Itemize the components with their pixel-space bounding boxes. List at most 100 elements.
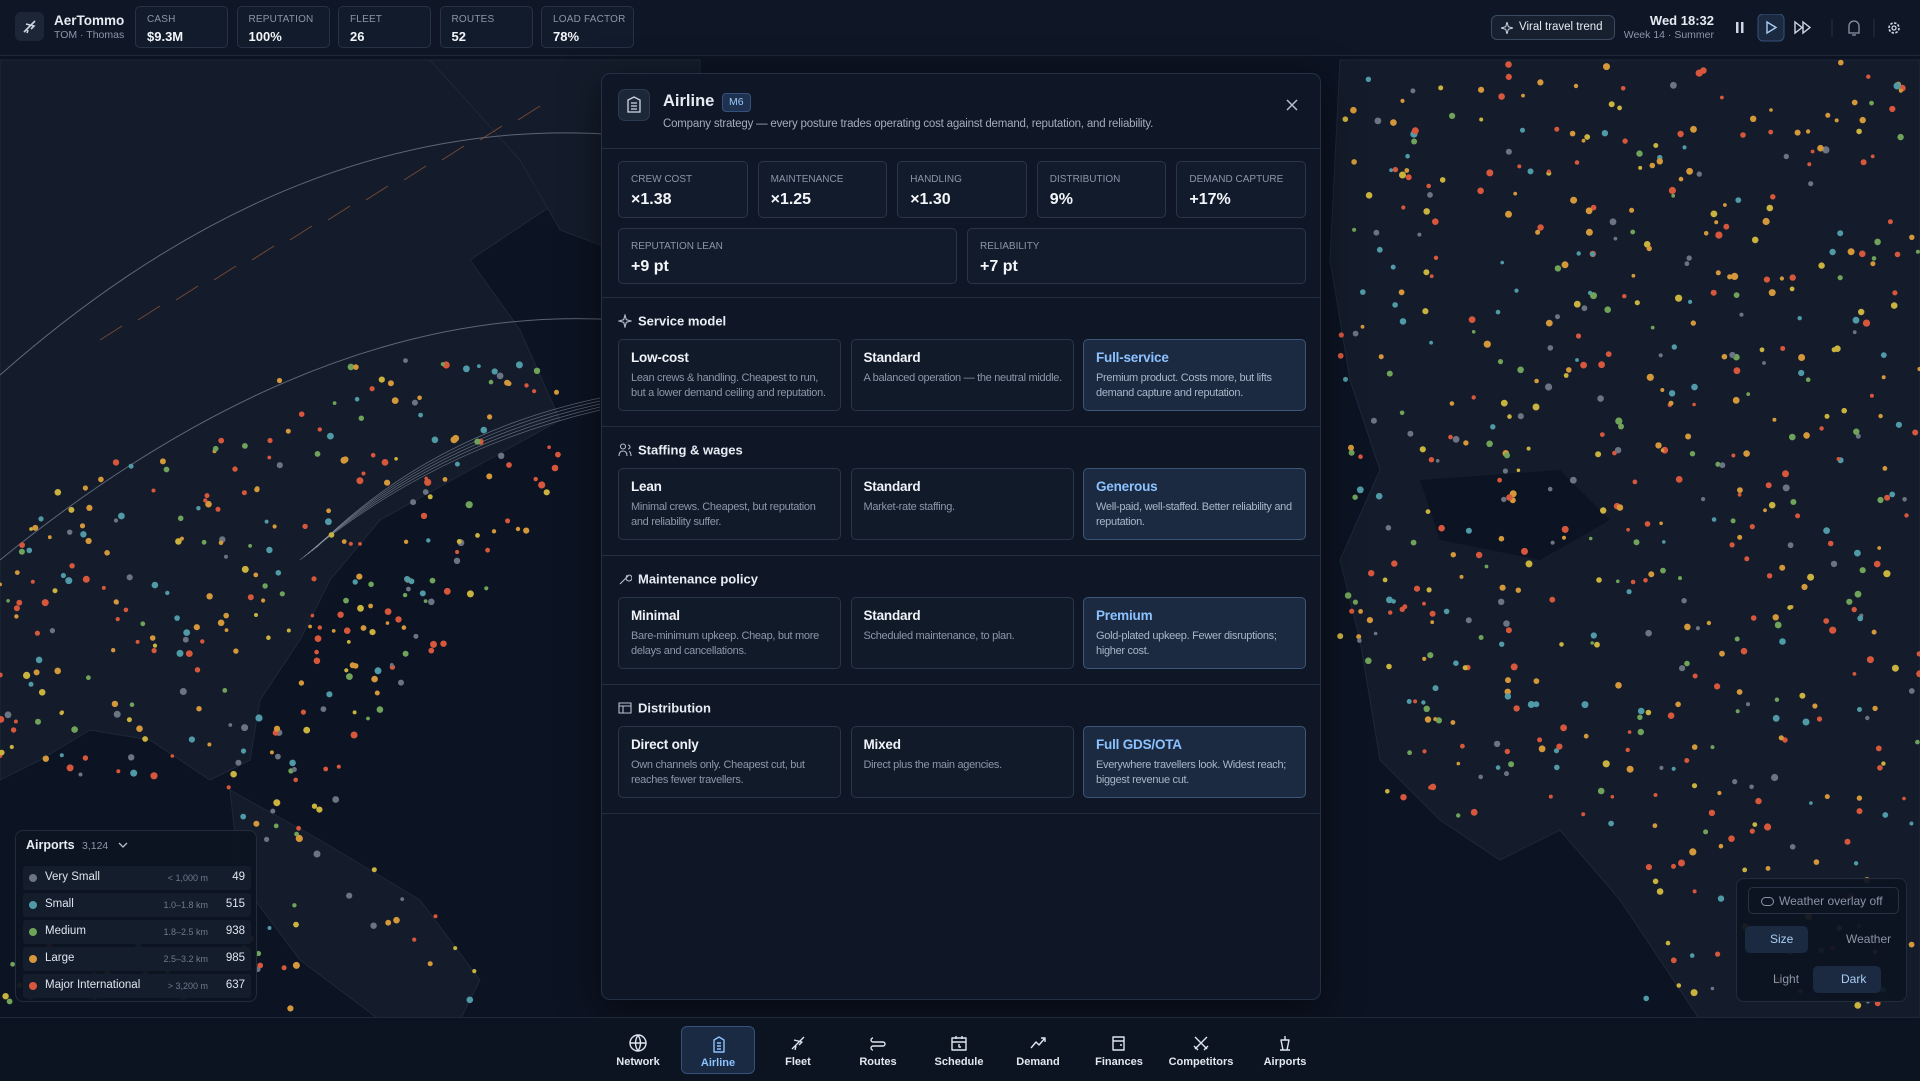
nav-item[interactable]: Demand <box>1001 1026 1075 1074</box>
option-card[interactable]: Mixed Direct plus the main agencies. <box>850 726 1074 798</box>
airport-dot <box>387 380 394 387</box>
airport-dot <box>1908 688 1915 694</box>
airport-dot <box>1614 447 1622 454</box>
fast-forward-button[interactable] <box>1794 20 1812 35</box>
airport-dot <box>1728 835 1735 842</box>
airport-dot <box>337 611 344 618</box>
nav-item[interactable]: Fleet <box>761 1026 835 1074</box>
airport-dot <box>1365 192 1373 199</box>
airport-dot <box>354 396 360 402</box>
airport-dot <box>401 625 407 630</box>
play-button[interactable] <box>1757 14 1785 42</box>
airport-dot <box>1797 316 1802 321</box>
airport-dot <box>323 766 329 772</box>
legend-count: 637 <box>225 979 245 991</box>
option-card[interactable]: Premium Gold-plated upkeep. Fewer disrupt… <box>1083 597 1306 669</box>
airport-dot <box>1763 276 1770 283</box>
airport-dot <box>370 452 376 458</box>
airport-dot <box>1732 396 1740 404</box>
option-card[interactable]: Lean Minimal crews. Cheapest, but reputat… <box>618 468 841 540</box>
airport-dot <box>1870 261 1876 267</box>
airport-dot <box>1892 290 1898 296</box>
airport-dot <box>1810 149 1815 154</box>
notifications-button[interactable] <box>1848 20 1860 36</box>
airport-dot <box>1622 294 1627 299</box>
option-card[interactable]: Minimal Bare-minimum upkeep. Cheap, but m… <box>618 597 841 669</box>
mode-button[interactable]: Size <box>1745 926 1808 953</box>
theme-button[interactable]: Light <box>1745 966 1808 993</box>
airport-dot <box>1599 432 1605 437</box>
airport-dot <box>360 625 367 631</box>
nav-item[interactable]: Airports <box>1248 1026 1322 1074</box>
close-button[interactable] <box>1284 97 1300 113</box>
airport-dot <box>403 539 409 544</box>
option-card[interactable]: Full-service Premium product. Costs more,… <box>1083 339 1306 411</box>
airport-dot <box>233 648 239 654</box>
airport-dot <box>113 518 119 523</box>
airport-dot <box>311 803 318 809</box>
airport-dot <box>1678 176 1684 182</box>
option-card[interactable]: Generous Well-paid, well-staffed. Better … <box>1083 468 1306 540</box>
airport-dot <box>385 919 392 926</box>
nav-icon <box>1030 1037 1046 1049</box>
legend-count[interactable]: 3,124 <box>82 840 109 852</box>
airport-dot <box>1798 369 1805 377</box>
airport-dot <box>1890 302 1898 309</box>
flight-dash <box>251 245 275 261</box>
airport-dot <box>1627 730 1632 734</box>
mode-button[interactable]: Weather <box>1813 926 1899 953</box>
nav-item[interactable]: Airline <box>681 1026 755 1074</box>
event-pill[interactable]: Viral travel trend <box>1491 15 1615 40</box>
airport-dot <box>240 748 247 754</box>
nav-icon <box>1193 1036 1209 1051</box>
option-card[interactable]: Full GDS/OTA Everywhere travellers look. … <box>1083 726 1306 798</box>
option-card[interactable]: Standard A balanced operation — the neutr… <box>850 339 1074 411</box>
airport-dot <box>1366 617 1373 624</box>
airport-dot <box>23 671 31 680</box>
airport-dot <box>285 428 291 434</box>
pause-button[interactable] <box>1736 22 1744 33</box>
airport-dot <box>1653 143 1659 148</box>
airport-dot <box>1600 507 1607 514</box>
airport-dot <box>1349 608 1355 614</box>
settings-button[interactable] <box>1888 22 1900 34</box>
nav-item[interactable]: Finances <box>1082 1026 1156 1074</box>
weather-overlay-button[interactable]: Weather overlay off <box>1748 887 1899 914</box>
airport-dot <box>1789 844 1796 850</box>
airport-dot <box>165 590 170 596</box>
airport-dot <box>1373 631 1378 636</box>
nav-item[interactable]: Schedule <box>922 1026 996 1074</box>
airport-dot <box>1348 444 1354 451</box>
chevron[interactable] <box>118 841 128 849</box>
airport-dot <box>1717 895 1725 902</box>
airport-dot <box>369 629 376 636</box>
option-card[interactable]: Standard Market-rate staffing. <box>850 468 1074 540</box>
airport-dot <box>1581 138 1586 143</box>
airport-dot <box>1646 373 1654 381</box>
nav-item[interactable]: Routes <box>841 1026 915 1074</box>
airport-dot <box>1742 867 1748 873</box>
airport-dot <box>533 476 538 482</box>
airport-dot <box>1337 633 1344 640</box>
option-card[interactable]: Standard Scheduled maintenance, to plan. <box>850 597 1074 669</box>
airport-dot <box>267 455 272 460</box>
airport-dot <box>1715 461 1721 467</box>
airport-dot <box>1382 577 1388 583</box>
option-card[interactable]: Direct only Own channels only. Cheapest c… <box>618 726 841 798</box>
nav-item[interactable]: Competitors <box>1164 1026 1238 1074</box>
airport-dot <box>1721 353 1728 360</box>
option-card[interactable]: Low-cost Lean crews & handling. Cheapest … <box>618 339 841 411</box>
airport-dot <box>1618 423 1624 430</box>
airport-dot <box>404 576 410 582</box>
nav-item[interactable]: Network <box>601 1026 675 1074</box>
airport-dot <box>295 834 303 843</box>
airport-dot <box>1859 250 1866 258</box>
airport-dot <box>159 458 166 465</box>
airport-dot <box>1562 535 1566 540</box>
airport-dot <box>1646 245 1652 252</box>
airport-dot <box>1410 88 1416 94</box>
airport-dot <box>1684 261 1690 267</box>
airport-dot <box>1389 168 1393 173</box>
theme-button[interactable]: Dark <box>1813 966 1881 993</box>
airport-dot <box>257 962 264 969</box>
